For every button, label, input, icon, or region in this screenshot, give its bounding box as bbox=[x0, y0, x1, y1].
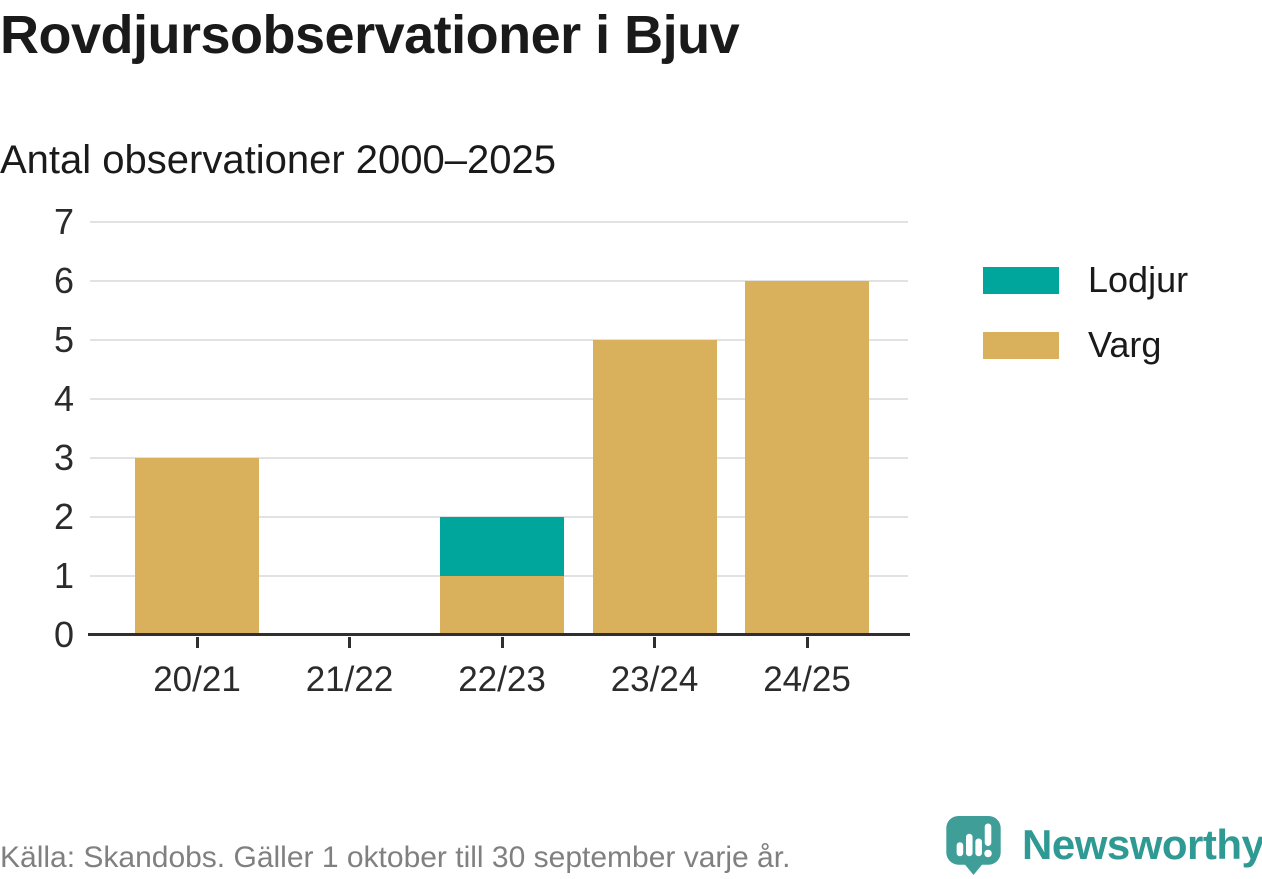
chart-title: Rovdjursobservationer i Bjuv bbox=[0, 5, 740, 65]
x-tick-label-22-23: 22/23 bbox=[458, 660, 546, 699]
newsworthy-wordmark: Newsworthy bbox=[1022, 821, 1262, 868]
legend-item-varg: Varg bbox=[983, 327, 1188, 363]
bar-20-21-varg bbox=[135, 458, 259, 635]
y-tick-label-4: 4 bbox=[53, 378, 74, 419]
legend-swatch-varg bbox=[983, 331, 1059, 359]
y-tick-label-0: 0 bbox=[53, 614, 74, 655]
newsworthy-bar-chart-icon bbox=[946, 815, 1001, 875]
y-tick-label-5: 5 bbox=[53, 319, 74, 360]
legend-swatch-lodjur bbox=[983, 266, 1059, 294]
source-note: Källa: Skandobs. Gäller 1 oktober till 3… bbox=[0, 841, 791, 874]
y-tick-label-7: 7 bbox=[53, 201, 74, 242]
y-tick-label-6: 6 bbox=[53, 260, 74, 301]
y-tick-label-2: 2 bbox=[53, 496, 74, 537]
x-tick-label-23-24: 23/24 bbox=[610, 660, 699, 699]
y-axis-labels: 0 1 2 3 4 5 6 7 bbox=[0, 204, 74, 653]
x-tick-label-20-21: 20/21 bbox=[153, 660, 241, 699]
x-tick-21-22 bbox=[348, 637, 351, 648]
legend: Lodjur Varg bbox=[983, 262, 1188, 363]
gridline-7 bbox=[90, 221, 908, 223]
bar-23-24-varg bbox=[592, 340, 717, 635]
gridline-6 bbox=[90, 280, 908, 282]
legend-item-lodjur: Lodjur bbox=[983, 262, 1188, 298]
x-tick-24-25 bbox=[805, 637, 809, 648]
gridline-5 bbox=[90, 339, 908, 341]
y-tick-label-1: 1 bbox=[53, 555, 74, 596]
x-axis-labels: 20/21 21/22 22/23 23/24 24/25 bbox=[90, 660, 908, 708]
x-tick-22-23 bbox=[500, 637, 504, 648]
gridline-3 bbox=[90, 457, 908, 459]
plot-area bbox=[88, 221, 910, 636]
newsworthy-logo: Newsworthy bbox=[945, 815, 1262, 875]
x-tick-label-21-22: 21/22 bbox=[305, 660, 394, 699]
bar-22-23-lodjur bbox=[440, 517, 564, 576]
x-tick-20-21 bbox=[195, 637, 199, 648]
x-axis-line bbox=[88, 633, 910, 636]
chart-subtitle: Antal observationer 2000–2025 bbox=[0, 138, 556, 182]
x-tick-label-24-25: 24/25 bbox=[763, 660, 851, 699]
y-tick-label-3: 3 bbox=[53, 437, 74, 478]
x-tick-23-24 bbox=[653, 637, 656, 648]
bar-24-25-varg bbox=[745, 281, 869, 635]
legend-label-lodjur: Lodjur bbox=[1088, 259, 1189, 300]
gridline-4 bbox=[90, 398, 908, 400]
legend-label-varg: Varg bbox=[1088, 324, 1162, 365]
bar-22-23-varg bbox=[440, 576, 564, 635]
